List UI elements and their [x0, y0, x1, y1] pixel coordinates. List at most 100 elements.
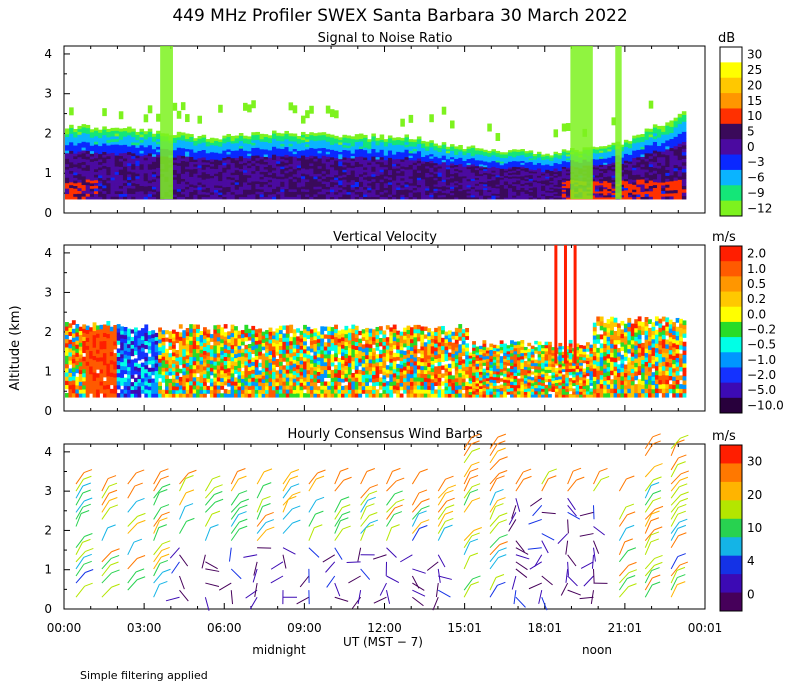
snr-cell	[648, 131, 654, 135]
velocity-cell	[206, 348, 211, 353]
snr-cell	[416, 191, 422, 195]
snr-cell	[524, 151, 530, 154]
velocity-cell	[109, 347, 114, 353]
snr-cell	[300, 175, 306, 179]
snr-cell	[234, 142, 240, 146]
velocity-cell	[75, 356, 80, 361]
snr-cell	[272, 156, 277, 160]
snr-cell	[226, 161, 231, 165]
velocity-cell	[216, 377, 221, 382]
snr-cell	[65, 147, 70, 151]
velocity-cell	[220, 354, 225, 359]
snr-cell	[545, 181, 550, 184]
velocity-cell	[85, 345, 90, 350]
snr-cell	[350, 196, 356, 200]
snr-cell	[251, 173, 256, 177]
snr-cell	[98, 129, 103, 133]
snr-cell	[400, 175, 405, 179]
snr-cell	[342, 164, 347, 168]
velocity-cell	[102, 393, 107, 398]
snr-cell	[238, 176, 244, 180]
snr-cell	[98, 169, 103, 173]
snr-cell	[499, 186, 505, 189]
snr-cell	[180, 188, 186, 192]
snr-cell	[681, 145, 687, 149]
snr-cell	[545, 155, 550, 158]
snr-cell	[180, 176, 186, 179]
snr-cell	[375, 173, 381, 176]
snr-cell	[425, 146, 430, 149]
snr-cell	[590, 148, 596, 152]
snr-cell	[652, 184, 658, 188]
snr-cell	[433, 167, 438, 170]
snr-cell	[545, 160, 550, 163]
snr-cell	[325, 153, 331, 157]
snr-cell	[218, 164, 223, 168]
snr-cell	[259, 143, 265, 147]
velocity-cell	[106, 329, 111, 335]
snr-cell	[238, 140, 244, 144]
snr-cell	[201, 181, 207, 185]
snr-cell	[512, 158, 517, 162]
snr-cell	[263, 134, 269, 138]
snr-cell	[350, 165, 356, 169]
snr-cell	[512, 177, 517, 181]
snr-cell	[491, 151, 496, 154]
velocity-cell	[113, 385, 118, 390]
snr-cell	[135, 191, 140, 195]
snr-cell	[507, 184, 513, 187]
snr-cell	[652, 187, 658, 191]
snr-cell	[329, 144, 335, 148]
snr-cell	[541, 157, 546, 161]
snr-cell	[657, 145, 662, 149]
snr-cell	[197, 150, 203, 154]
snr-cell	[135, 137, 140, 141]
snr-cell	[541, 180, 546, 183]
velocity-cell	[106, 346, 111, 351]
snr-cell	[110, 166, 116, 170]
snr-cell	[354, 196, 360, 200]
snr-cell	[193, 189, 198, 193]
snr-cell	[387, 194, 393, 198]
velocity-cell	[130, 336, 135, 342]
velocity-cell	[85, 377, 90, 382]
snr-cell	[234, 155, 240, 158]
snr-cell	[218, 176, 223, 179]
snr-cell	[81, 129, 87, 134]
snr-cell	[619, 159, 625, 162]
snr-cell	[512, 160, 517, 164]
snr-cell	[156, 141, 161, 145]
snr-cell	[408, 155, 414, 158]
snr-cell	[636, 159, 641, 163]
snr-cell	[669, 126, 674, 130]
snr-cell	[172, 169, 178, 173]
snr-cell	[507, 165, 513, 168]
snr-cell	[288, 153, 294, 157]
snr-cell	[665, 154, 670, 159]
snr-cell	[122, 190, 128, 195]
snr-cell	[677, 185, 683, 190]
snr-cell	[383, 148, 389, 152]
snr-cell	[623, 189, 629, 193]
snr-cell	[495, 184, 501, 187]
snr-cell	[193, 166, 198, 170]
colorbar-swatch	[720, 77, 742, 94]
snr-cell	[421, 140, 426, 144]
snr-cell	[325, 178, 331, 182]
snr-cell	[218, 157, 223, 161]
snr-cell	[412, 157, 418, 161]
snr-cell	[114, 174, 120, 178]
snr-cell	[375, 177, 381, 181]
snr-cell	[553, 164, 559, 167]
velocity-cell	[199, 331, 204, 336]
snr-cell	[272, 193, 277, 197]
snr-cell	[238, 173, 244, 177]
snr-cell	[118, 139, 124, 143]
snr-cell	[561, 172, 567, 175]
velocity-cell	[99, 348, 104, 354]
snr-cell	[77, 159, 82, 163]
snr-cell	[652, 153, 658, 157]
snr-cell	[545, 179, 550, 183]
snr-cell	[416, 196, 422, 200]
snr-cell	[110, 174, 116, 178]
